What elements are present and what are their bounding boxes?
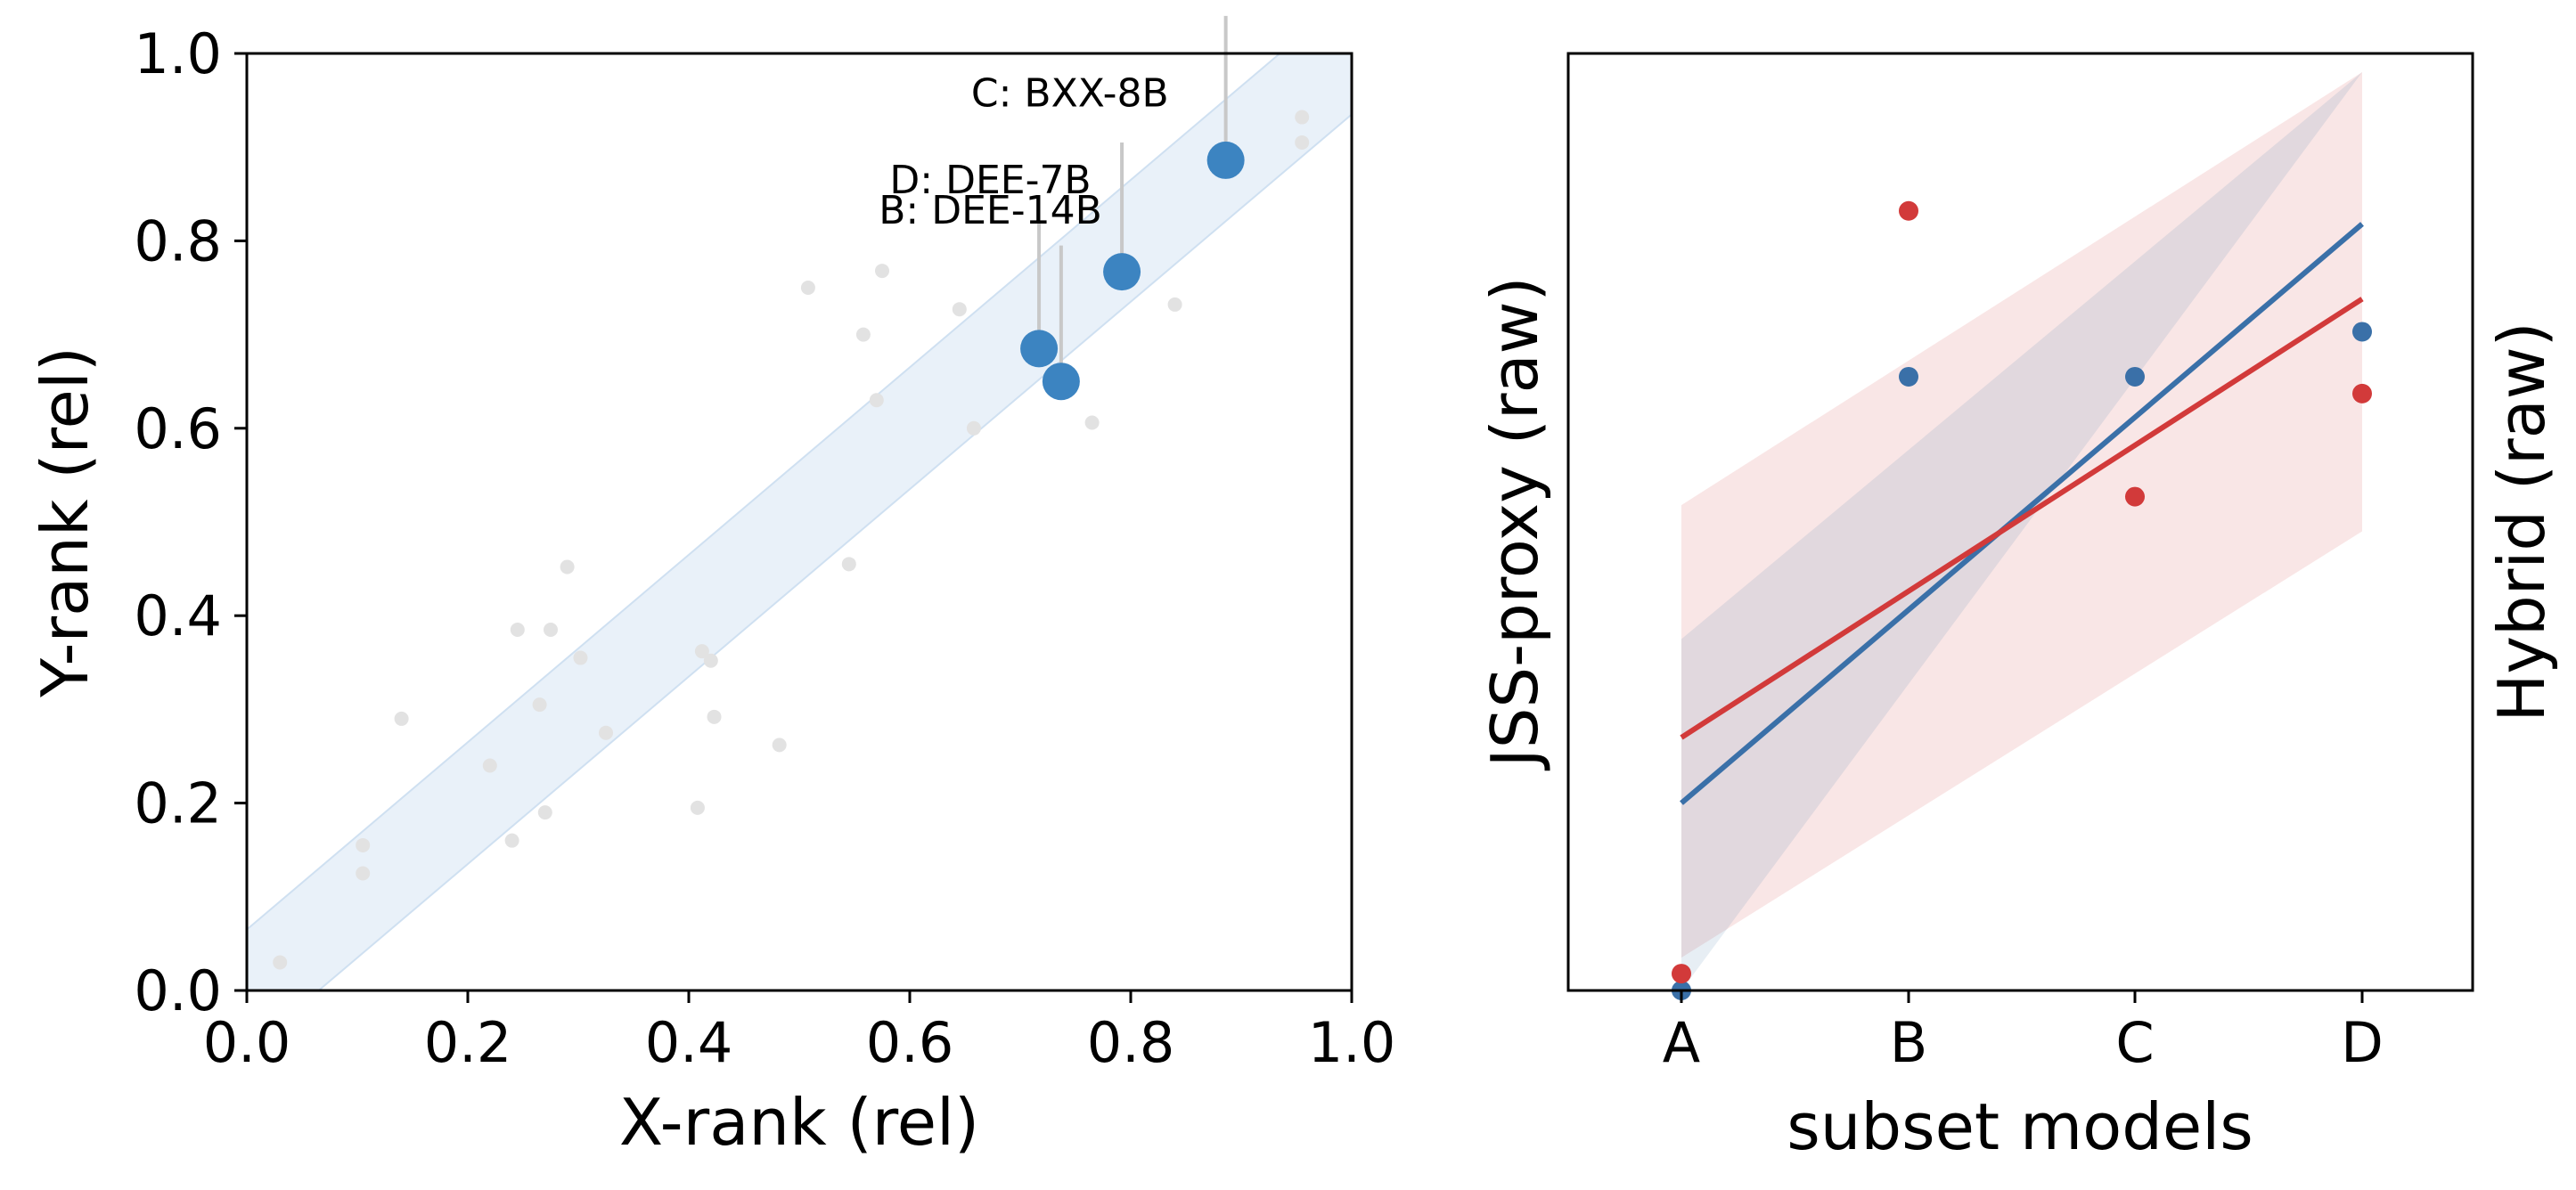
highlight-point bbox=[1042, 363, 1080, 401]
highlight-point bbox=[1206, 141, 1245, 179]
data-point bbox=[1899, 366, 1918, 387]
background-point bbox=[800, 281, 815, 295]
background-point bbox=[356, 837, 371, 852]
left-x-ticks: 0.0 0.2 0.4 0.6 0.8 1.0 bbox=[203, 990, 1396, 1075]
data-point bbox=[2352, 322, 2372, 342]
highlight-point bbox=[1103, 253, 1141, 291]
background-point bbox=[869, 393, 884, 408]
background-point bbox=[544, 622, 558, 637]
data-point bbox=[2352, 383, 2372, 403]
right-y-axis-label-left: JSS-proxy (raw) bbox=[1477, 276, 1552, 770]
y-tick-label: 0.2 bbox=[134, 771, 222, 836]
right-plot-frame bbox=[1566, 52, 2474, 992]
leader-lines bbox=[1037, 15, 1228, 382]
background-point bbox=[504, 833, 519, 848]
y-tick-label: 1.0 bbox=[134, 21, 222, 86]
background-point bbox=[356, 866, 371, 881]
fit-line bbox=[1680, 297, 2364, 740]
right-panel: A B C D subset models JSS-proxy (raw) Hybri… bbox=[1477, 52, 2559, 1164]
x-tick-label: D bbox=[2341, 1010, 2384, 1075]
background-point bbox=[694, 644, 709, 659]
background-point bbox=[703, 653, 718, 668]
point-labels: C: BXX-8B D: DEE-7BB: DEE-14B bbox=[879, 70, 1168, 233]
background-point bbox=[690, 800, 705, 815]
y-tick-label: 0.8 bbox=[134, 208, 222, 273]
background-point bbox=[573, 650, 588, 665]
background-point bbox=[1084, 415, 1100, 430]
y-tick-label: 0.6 bbox=[134, 396, 222, 461]
x-tick-label: 0.0 bbox=[203, 1010, 291, 1075]
y-tick-label: 0.0 bbox=[134, 958, 222, 1023]
background-point bbox=[855, 327, 871, 342]
background-point bbox=[532, 697, 547, 713]
left-plot-frame bbox=[245, 52, 1353, 992]
data-point bbox=[1672, 964, 1691, 984]
background-point bbox=[560, 559, 575, 575]
highlight-point bbox=[1020, 330, 1059, 368]
data-point bbox=[2125, 486, 2145, 507]
background-point bbox=[1167, 297, 1182, 312]
background-point bbox=[875, 264, 889, 279]
right-y-axis-label-right: Hybrid (raw) bbox=[2484, 322, 2559, 721]
background-point bbox=[599, 725, 613, 740]
right-x-axis-label: subset models bbox=[1787, 1089, 2253, 1164]
background-point bbox=[273, 955, 288, 970]
x-tick-label: B bbox=[1890, 1010, 1928, 1075]
x-tick-label: 1.0 bbox=[1308, 1010, 1396, 1075]
background-point bbox=[1295, 110, 1310, 125]
background-point bbox=[952, 302, 967, 317]
point-label: D: DEE-7B bbox=[889, 158, 1091, 203]
left-y-axis-label: Y-rank (rel) bbox=[28, 346, 102, 698]
y-tick-label: 0.4 bbox=[134, 583, 222, 648]
background-point bbox=[841, 557, 856, 572]
fit-line bbox=[1680, 222, 2364, 805]
x-tick-label: 0.6 bbox=[866, 1010, 954, 1075]
left-x-axis-label: X-rank (rel) bbox=[619, 1085, 979, 1160]
diagonal-band bbox=[246, 53, 1353, 991]
background-point bbox=[966, 420, 981, 436]
data-points bbox=[1672, 200, 2372, 1000]
confidence-bands bbox=[1681, 72, 2362, 990]
background-point bbox=[707, 709, 722, 724]
x-tick-label: C bbox=[2115, 1010, 2154, 1075]
confidence-band bbox=[1681, 72, 2362, 990]
right-x-ticks: A B C D bbox=[1663, 990, 2384, 1075]
background-point bbox=[482, 758, 497, 773]
left-panel: C: BXX-8BD: DEE-7BB: DEE-14B 0.0 0.2 0.4 0.… bbox=[28, 15, 1396, 1160]
diagonal-band-area bbox=[246, 53, 1353, 991]
left-y-ticks: 0.0 0.2 0.4 0.6 0.8 1.0 bbox=[134, 21, 247, 1023]
highlight-points bbox=[1020, 141, 1245, 401]
background-point bbox=[1295, 134, 1310, 150]
background-points bbox=[273, 110, 1310, 970]
fit-lines bbox=[1680, 222, 2364, 805]
background-point bbox=[537, 805, 552, 820]
point-label: C: BXX-8B bbox=[971, 70, 1169, 116]
background-point bbox=[510, 622, 525, 637]
data-point bbox=[1899, 200, 1918, 221]
x-tick-label: A bbox=[1663, 1010, 1700, 1075]
x-tick-label: 0.8 bbox=[1087, 1010, 1175, 1075]
background-point bbox=[772, 738, 787, 753]
x-tick-label: 0.2 bbox=[424, 1010, 512, 1075]
background-point bbox=[394, 711, 409, 726]
point-label: B: DEE-14B bbox=[879, 188, 1102, 233]
data-point bbox=[2125, 366, 2145, 387]
x-tick-label: 0.4 bbox=[645, 1010, 733, 1075]
